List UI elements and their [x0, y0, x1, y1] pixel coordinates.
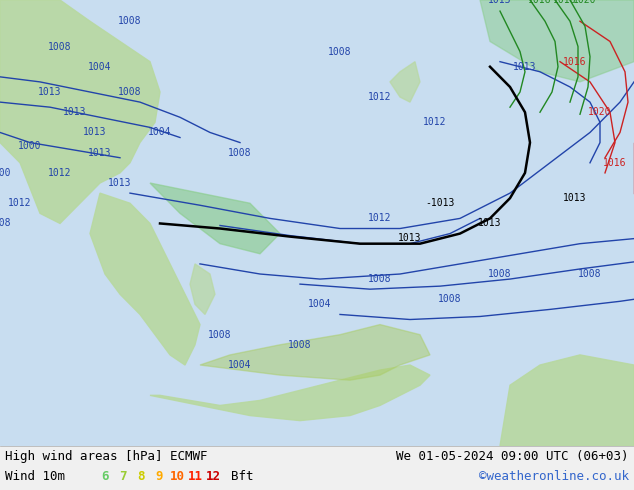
Text: Wind 10m: Wind 10m — [5, 470, 65, 484]
Text: 1012: 1012 — [424, 117, 447, 127]
Text: 1016: 1016 — [528, 0, 552, 5]
Text: 1008: 1008 — [288, 340, 312, 350]
Text: Bft: Bft — [231, 470, 254, 484]
Text: 1012: 1012 — [48, 168, 72, 178]
Text: 1013: 1013 — [488, 0, 512, 5]
Text: 1000: 1000 — [0, 168, 12, 178]
Polygon shape — [150, 183, 280, 254]
Text: 1016: 1016 — [603, 158, 627, 168]
Text: 1008: 1008 — [368, 274, 392, 284]
Polygon shape — [0, 0, 160, 223]
Text: 1012: 1012 — [368, 214, 392, 223]
Polygon shape — [190, 264, 215, 315]
Text: 1020: 1020 — [573, 0, 597, 5]
Polygon shape — [150, 365, 430, 420]
Text: 9: 9 — [155, 470, 163, 484]
Text: 7: 7 — [119, 470, 127, 484]
Text: 1013: 1013 — [563, 193, 586, 203]
Text: 10: 10 — [169, 470, 184, 484]
Text: 11: 11 — [188, 470, 202, 484]
Text: 1008: 1008 — [0, 219, 12, 228]
Text: 1012: 1012 — [8, 198, 32, 208]
Polygon shape — [200, 324, 430, 380]
Text: 1013: 1013 — [108, 178, 132, 188]
Text: 1008: 1008 — [119, 16, 142, 26]
Text: 1013: 1013 — [398, 233, 422, 243]
Text: High wind areas [hPa] ECMWF: High wind areas [hPa] ECMWF — [5, 450, 207, 464]
Text: 1008: 1008 — [578, 269, 602, 279]
Text: 1008: 1008 — [208, 330, 232, 340]
Text: 1016: 1016 — [553, 0, 577, 5]
Text: 1004: 1004 — [308, 299, 332, 309]
Text: 8: 8 — [137, 470, 145, 484]
Text: 1013: 1013 — [88, 147, 112, 158]
Text: 1013: 1013 — [514, 62, 537, 72]
Text: 1008: 1008 — [438, 294, 462, 304]
Text: 1004: 1004 — [228, 360, 252, 370]
Polygon shape — [390, 62, 420, 102]
Text: 1008: 1008 — [488, 269, 512, 279]
Text: 1008: 1008 — [48, 42, 72, 51]
Text: 1013: 1013 — [478, 219, 501, 228]
Text: 1013: 1013 — [38, 87, 61, 97]
Text: ©weatheronline.co.uk: ©weatheronline.co.uk — [479, 470, 629, 484]
Polygon shape — [500, 355, 634, 446]
Text: 6: 6 — [101, 470, 109, 484]
Text: 1016: 1016 — [563, 57, 586, 67]
Text: 1000: 1000 — [18, 141, 42, 150]
Polygon shape — [90, 193, 200, 365]
Text: 1008: 1008 — [228, 147, 252, 158]
Text: 1013: 1013 — [63, 107, 87, 117]
Text: 1008: 1008 — [328, 47, 352, 56]
Text: We 01-05-2024 09:00 UTC (06+03): We 01-05-2024 09:00 UTC (06+03) — [396, 450, 629, 464]
Text: 1004: 1004 — [148, 127, 172, 138]
Text: 1012: 1012 — [368, 92, 392, 102]
Text: 1008: 1008 — [119, 87, 142, 97]
Text: 1013: 1013 — [83, 127, 107, 138]
Text: 1004: 1004 — [88, 62, 112, 72]
Polygon shape — [480, 0, 634, 82]
Text: 1020: 1020 — [588, 107, 612, 117]
Text: -1013: -1013 — [425, 198, 455, 208]
Text: 12: 12 — [205, 470, 221, 484]
